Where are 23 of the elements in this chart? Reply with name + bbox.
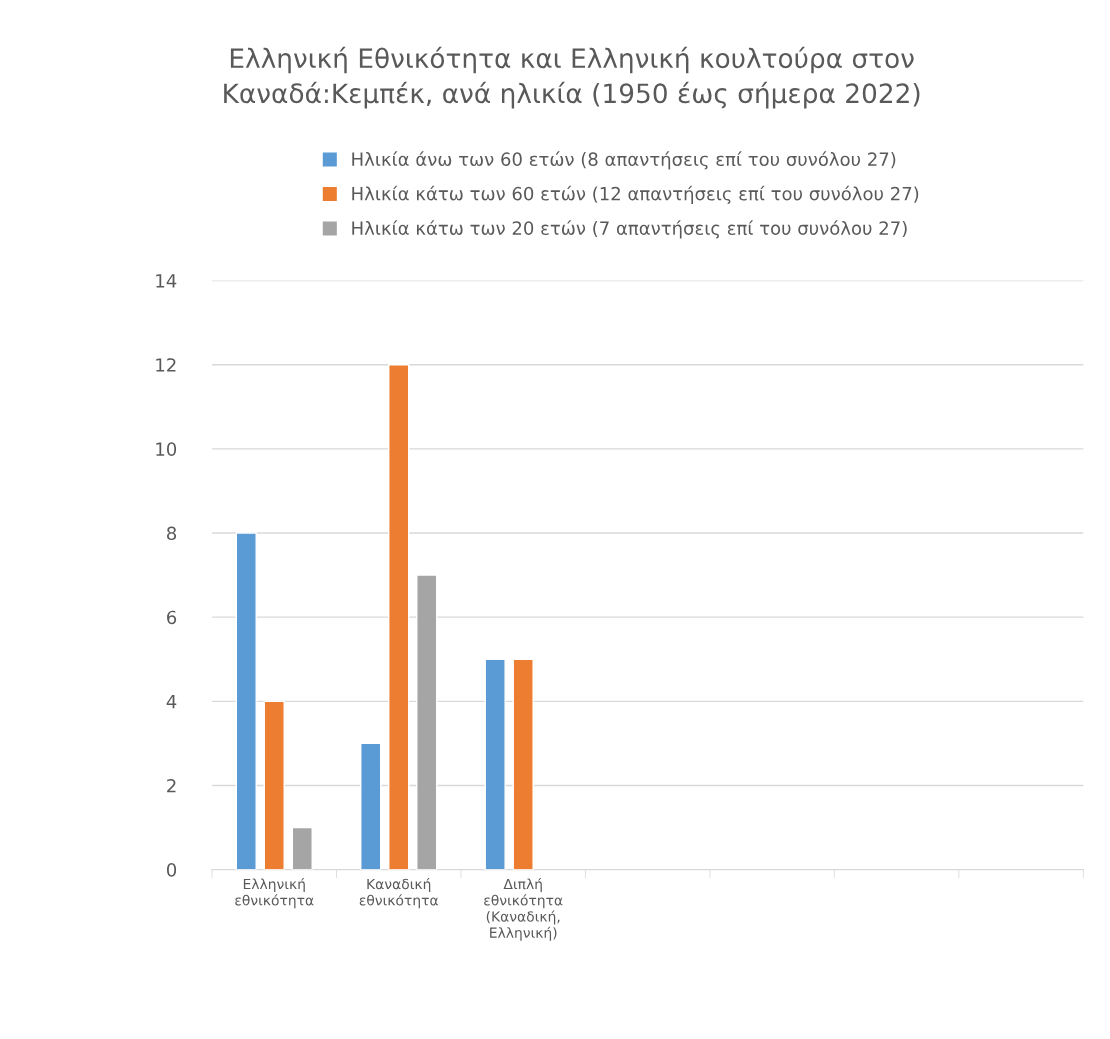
- bar: [360, 742, 382, 870]
- x-tick-label: Ελληνική εθνικότητα: [235, 877, 314, 909]
- legend-label: Ηλικία άνω των 60 ετών (8 απαντήσεις επί του συνόλου 27): [352, 151, 896, 170]
- y-tick-label: 14: [156, 274, 177, 288]
- legend-label: Ηλικία κάτω των 60 ετών (12 απαντήσεις επί του συνόλου 27): [352, 185, 919, 205]
- x-tick-label: Διπλή εθνικότητα (Καναδική, Ελληνική): [484, 877, 563, 941]
- bar: [416, 574, 438, 870]
- x-tick-label: Καναδική εθνικότητα: [359, 877, 438, 909]
- bar: [263, 700, 285, 870]
- bar: [512, 658, 534, 870]
- y-tick-label: 12: [156, 358, 176, 372]
- legend-label: Ηλικία κάτω των 20 ετών (7 απαντήσεις επί του συνόλου 27): [352, 220, 907, 239]
- bar: [388, 363, 410, 870]
- chart-title: Ελληνική Εθνικότητα και Ελληνική κουλτούρα στον Καναδά:Κεμπέκ, ανά ηλικία (1950 έως σήμερα 2022): [224, 46, 920, 109]
- y-tick-label: 4: [166, 695, 177, 709]
- y-tick-label: 10: [156, 442, 177, 456]
- y-tick-label: 0: [166, 863, 177, 877]
- y-tick-label: 6: [167, 610, 177, 625]
- bar: [291, 826, 313, 870]
- bar: [235, 532, 257, 870]
- y-tick-label: 2: [167, 778, 176, 793]
- y-tick-label: 8: [167, 526, 177, 541]
- bar: [484, 658, 506, 870]
